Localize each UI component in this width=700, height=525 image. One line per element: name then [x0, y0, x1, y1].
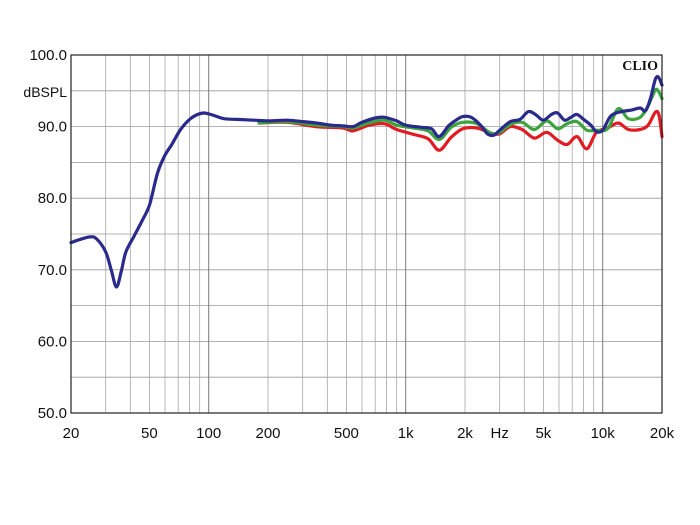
- x-tick-label: 1k: [398, 425, 414, 442]
- x-tick-label: 20: [63, 425, 80, 442]
- x-tick-label: 200: [255, 425, 280, 442]
- y-tick-label: 50.0: [38, 405, 67, 422]
- y-tick-label: 100.0: [29, 47, 67, 64]
- y-tick-label: 80.0: [38, 190, 67, 207]
- x-tick-label: 10k: [591, 425, 616, 442]
- x-tick-label: 2k: [457, 425, 473, 442]
- y-tick-label: 90.0: [38, 119, 67, 136]
- response-curves: [69, 74, 664, 289]
- clio-logo-text: CLIO: [622, 59, 658, 74]
- y-axis-label: dBSPL: [23, 84, 67, 100]
- x-axis-label: Hz: [491, 425, 509, 442]
- y-tick-label: 70.0: [38, 262, 67, 279]
- response-curve-1: [257, 109, 664, 152]
- x-tick-label: 20k: [650, 425, 675, 442]
- plot-frame: [70, 54, 663, 414]
- response-curve-3: [69, 74, 664, 289]
- x-tick-label: 100: [196, 425, 221, 442]
- x-tick-label: 50: [141, 425, 158, 442]
- x-tick-label: 500: [334, 425, 359, 442]
- x-tick-label: 5k: [535, 425, 551, 442]
- x-tick-labels: 20 50 100 200 500 1k 2k 5k 10k 20k: [63, 425, 675, 442]
- y-tick-labels: 50.0 60.0 70.0 80.0 90.0 100.0: [29, 47, 67, 422]
- y-tick-label: 60.0: [38, 333, 67, 350]
- grid: [70, 54, 663, 414]
- response-curve-2: [257, 87, 664, 142]
